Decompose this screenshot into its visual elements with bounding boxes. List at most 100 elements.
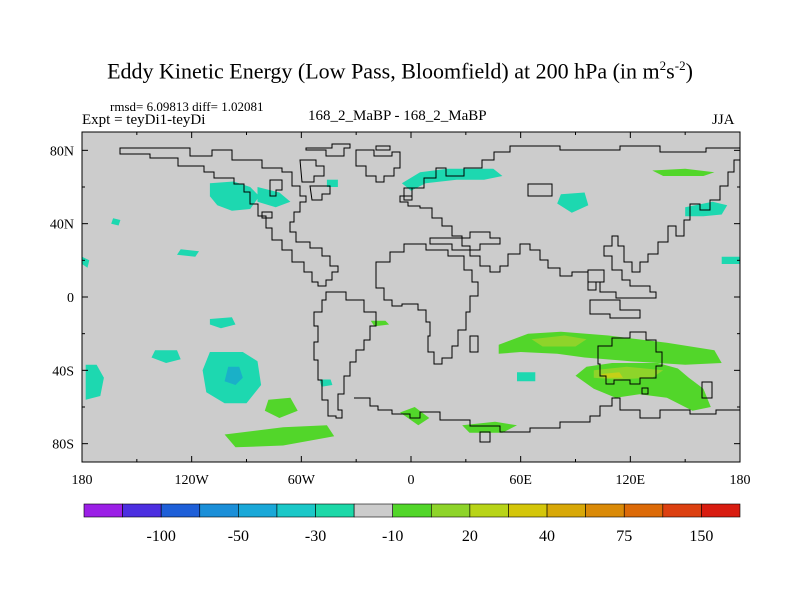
colorbar-label-2: -30 [305, 528, 326, 545]
contour-region-6 [177, 249, 199, 257]
contour-region-13 [557, 192, 589, 213]
x-tick-label-0: 180 [72, 473, 93, 488]
coastline-madagascar [469, 335, 479, 353]
colorbar-label-4: 20 [462, 528, 478, 545]
colorbar-label-3: -10 [382, 528, 403, 545]
coastline-north-america [119, 147, 339, 287]
coastline-southeast-asia [587, 269, 605, 291]
contour-region-19 [224, 425, 335, 448]
colorbar-box-1 [122, 503, 162, 518]
contour-region-1 [224, 366, 243, 385]
contour-region-26 [370, 320, 390, 327]
coastline-greenland [355, 149, 401, 183]
coastline-new-zealand [701, 381, 713, 399]
colorbar-box-10 [469, 503, 509, 518]
experiment-label: Expt = teyDi1-teyDi [82, 112, 206, 128]
contour-region-3 [151, 350, 181, 363]
colorbar-box-16 [701, 503, 741, 518]
colorbar-box-0 [83, 503, 123, 518]
title-unit: s [666, 58, 675, 84]
colorbar-box-12 [546, 503, 586, 518]
colorbar: -100 -50 -30 -10 20 40 75 150 [83, 503, 741, 545]
x-tick-label-3: 0 [408, 473, 415, 488]
colorbar-box-2 [160, 503, 201, 518]
x-tick-label-1: 120W [175, 473, 210, 488]
coastline-eurasia [399, 145, 740, 299]
coastline-arctic-island [299, 159, 325, 183]
stats-label: rmsd= 6.09813 diff= 1.02081 [110, 99, 264, 114]
coastline-antarctica [354, 397, 740, 433]
y-tick-label-3: 40S [52, 364, 74, 379]
colorbar-box-15 [662, 503, 702, 518]
colorbar-box-4 [238, 503, 278, 518]
x-tick-label-4: 60E [509, 473, 532, 488]
colorbar-box-9 [430, 503, 471, 518]
contour-regions [82, 168, 740, 448]
coastline-africa [375, 243, 479, 365]
coastline-novaya-zemlya [527, 183, 553, 197]
title-superscript-1: 2 [659, 58, 667, 73]
coastline-newfoundland [261, 211, 273, 219]
y-axis: 80N 40N 0 40S 80S [50, 144, 740, 453]
contour-region-12 [401, 168, 503, 191]
season-label: JJA [712, 112, 735, 128]
y-tick-label-1: 40N [50, 218, 74, 233]
coastline-iceland [375, 145, 391, 151]
coastline-south-america [313, 291, 377, 419]
chart-title: Eddy Kinetic Energy (Low Pass, Bloomfiel… [0, 58, 800, 84]
colorbar-box-6 [315, 503, 355, 518]
contour-region-15 [721, 256, 740, 264]
contour-region-10 [257, 187, 291, 208]
x-tick-label-5: 120E [616, 473, 646, 488]
coastline-uk [403, 187, 413, 201]
contour-region-29 [531, 335, 587, 347]
contour-region-30 [601, 372, 623, 378]
contour-region-25 [612, 341, 649, 352]
coastline-arctic-north [305, 143, 351, 157]
coastline-antarctic-island [479, 431, 491, 443]
y-tick-label-0: 80N [50, 144, 74, 159]
colorbar-box-14 [623, 503, 664, 518]
coastline-indonesia [589, 299, 641, 319]
colorbar-box-7 [353, 503, 394, 518]
contour-region-22 [462, 421, 517, 433]
colorbar-box-8 [392, 503, 432, 518]
coastline-australia [597, 331, 663, 385]
colorbar-label-5: 40 [539, 528, 555, 545]
colorbar-label-6: 75 [616, 528, 632, 545]
coastline-hudson [269, 179, 283, 197]
contour-region-21 [400, 407, 430, 426]
center-label: 168_2_MaBP - 168_2_MaBP [308, 108, 487, 124]
coastline-mediterranean [429, 231, 501, 251]
contour-region-9 [209, 181, 260, 211]
y-tick-label-4: 80S [52, 438, 74, 453]
colorbar-label-0: -100 [147, 528, 176, 545]
contour-region-7 [82, 256, 90, 268]
colorbar-box-13 [585, 503, 625, 518]
contour-region-14 [685, 201, 728, 217]
x-tick-label-6: 180 [730, 473, 751, 488]
coastline-canada-east [309, 185, 331, 201]
contour-region-2 [85, 364, 104, 400]
colorbar-label-1: -50 [228, 528, 249, 545]
contour-region-20 [264, 397, 298, 418]
x-axis: 180 120W 60W 0 60E 120E 180 [72, 132, 751, 488]
colorbar-box-11 [508, 503, 548, 518]
title-text: Eddy Kinetic Energy (Low Pass, Bloomfiel… [107, 58, 660, 84]
title-end: ) [685, 58, 693, 84]
contour-region-8 [111, 218, 121, 226]
contour-region-16 [517, 372, 536, 382]
y-tick-label-2: 0 [67, 291, 74, 306]
colorbar-label-7: 150 [689, 528, 713, 545]
contour-region-27 [652, 168, 715, 176]
colorbar-box-5 [276, 503, 316, 518]
colorbar-box-3 [199, 503, 239, 518]
coastlines [119, 143, 740, 443]
contour-region-5 [209, 317, 236, 329]
coastline-tasmania [641, 387, 649, 395]
x-tick-label-2: 60W [288, 473, 316, 488]
title-superscript-2: -2 [674, 58, 686, 73]
contour-region-11 [326, 179, 338, 187]
contour-region-4 [319, 379, 333, 387]
